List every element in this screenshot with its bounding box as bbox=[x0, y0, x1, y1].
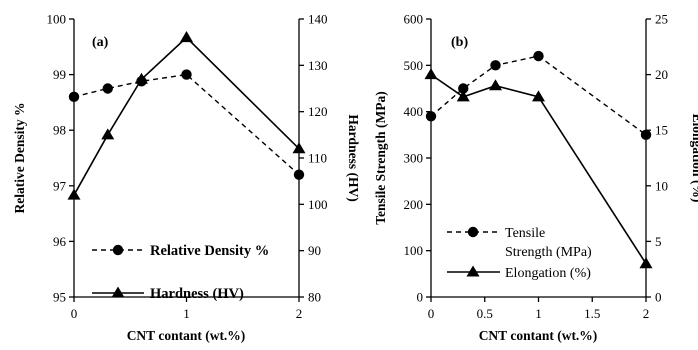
data-point-triangle bbox=[456, 90, 470, 102]
legend-entry: Relative Density % bbox=[92, 243, 269, 259]
data-point-circle bbox=[640, 129, 652, 141]
y-left-tick-label: 100 bbox=[47, 12, 67, 27]
data-point-triangle bbox=[67, 188, 81, 200]
x-tick-label: 1.5 bbox=[584, 306, 600, 321]
y-left-tick-label: 300 bbox=[404, 151, 424, 166]
legend-label: Hardness (HV) bbox=[150, 286, 244, 302]
data-point-circle bbox=[490, 60, 501, 71]
y-left-tick-label: 600 bbox=[404, 12, 424, 27]
y-right-tick-label: 20 bbox=[655, 67, 668, 82]
y-right-tick-label: 5 bbox=[655, 234, 662, 249]
x-tick-label: 1 bbox=[535, 306, 542, 321]
y-right-tick-label: 15 bbox=[655, 123, 668, 138]
series-line bbox=[73, 36, 300, 196]
y-left-tick-label: 97 bbox=[53, 178, 67, 193]
legend-marker-triangle bbox=[111, 286, 125, 298]
data-point-circle bbox=[181, 69, 192, 80]
chart-panel-a: 0 1 2 95 96 97 98 99 100 80 90 100 110 120 130 140 CNT c… bbox=[12, 12, 361, 344]
y-right-tick-label: 110 bbox=[308, 151, 327, 166]
x-tick-label: 0.5 bbox=[477, 306, 493, 321]
y-left-tick-label: 99 bbox=[53, 67, 66, 82]
y-left-tick-label: 96 bbox=[53, 234, 67, 249]
y-right-tick-label: 25 bbox=[655, 12, 668, 27]
data-point-circle bbox=[533, 50, 544, 62]
y-left-tick-label: 400 bbox=[404, 104, 424, 119]
legend-entry: Hardness (HV) bbox=[92, 286, 244, 302]
y-right-tick-label: 90 bbox=[308, 243, 321, 258]
x-axis-label: CNT contant (wt.%) bbox=[127, 328, 246, 343]
y-right-axis-label: Hardness (HV) bbox=[346, 114, 361, 201]
y-right-tick-label: 100 bbox=[308, 197, 328, 212]
data-point-circle bbox=[102, 83, 113, 94]
series-right-axis bbox=[424, 68, 653, 269]
panel-label: (a) bbox=[92, 35, 109, 50]
legend: Relative Density % Hardness (HV) bbox=[92, 243, 269, 302]
y-right-axis-label: Elongation (%) bbox=[690, 114, 698, 203]
series-left-axis bbox=[68, 69, 305, 180]
chart-panel-b: 0 0.5 1 1.5 201002003004005006000510152025CN… bbox=[373, 12, 698, 344]
y-right-tick-label: 130 bbox=[308, 58, 328, 73]
data-point-triangle bbox=[101, 128, 115, 140]
x-tick-label: 0 bbox=[428, 306, 435, 321]
y-left-tick-label: 95 bbox=[53, 290, 66, 305]
legend-entry: Tensile Strength (MPa) bbox=[447, 226, 592, 260]
series-line bbox=[73, 73, 300, 176]
y-left-tick-label: 100 bbox=[404, 243, 424, 258]
legend-marker-circle bbox=[112, 244, 124, 256]
data-point-circle bbox=[458, 83, 469, 94]
legend-label: Strength (MPa) bbox=[505, 245, 592, 260]
data-point-circle bbox=[68, 91, 80, 103]
y-left-axis-label: Tensile Strength (MPa) bbox=[373, 91, 388, 225]
x-tick-label: 2 bbox=[643, 306, 650, 321]
panel-label: (b) bbox=[451, 35, 468, 50]
legend-entry: Elongation (%) bbox=[447, 265, 591, 281]
data-point-circle bbox=[425, 111, 437, 122]
legend-marker-triangle bbox=[466, 265, 480, 277]
data-point-circle bbox=[293, 169, 305, 180]
y-left-tick-label: 500 bbox=[404, 58, 424, 73]
y-right-tick-label: 140 bbox=[308, 12, 328, 27]
data-point-triangle bbox=[180, 31, 193, 43]
data-point-triangle bbox=[532, 90, 545, 102]
series-right-axis bbox=[67, 31, 306, 200]
y-right-tick-label: 80 bbox=[308, 290, 321, 305]
data-point-triangle bbox=[292, 142, 306, 154]
y-left-tick-label: 0 bbox=[417, 290, 424, 305]
legend-label: Relative Density % bbox=[150, 243, 269, 259]
y-left-axis-label: Relative Density % bbox=[12, 103, 27, 214]
data-point-triangle bbox=[489, 79, 502, 91]
x-tick-label: 1 bbox=[183, 306, 190, 321]
x-tick-label: 0 bbox=[71, 306, 78, 321]
x-tick-label: 2 bbox=[296, 306, 303, 321]
y-left-tick-label: 98 bbox=[53, 123, 66, 138]
data-point-triangle bbox=[424, 68, 438, 80]
data-point-triangle bbox=[135, 72, 148, 84]
x-axis-label: CNT contant (wt.%) bbox=[479, 328, 598, 343]
data-point-triangle bbox=[639, 257, 653, 269]
y-right-tick-label: 10 bbox=[655, 178, 668, 193]
legend-marker-circle bbox=[467, 226, 479, 238]
y-right-tick-label: 0 bbox=[655, 290, 662, 305]
legend-label: Tensile bbox=[505, 226, 545, 241]
y-right-tick-label: 120 bbox=[308, 104, 328, 119]
legend-label: Elongation (%) bbox=[505, 266, 591, 281]
legend: Tensile Strength (MPa) Elongation (%) bbox=[447, 226, 592, 281]
series-left-axis bbox=[425, 50, 652, 141]
y-left-tick-label: 200 bbox=[404, 197, 424, 212]
